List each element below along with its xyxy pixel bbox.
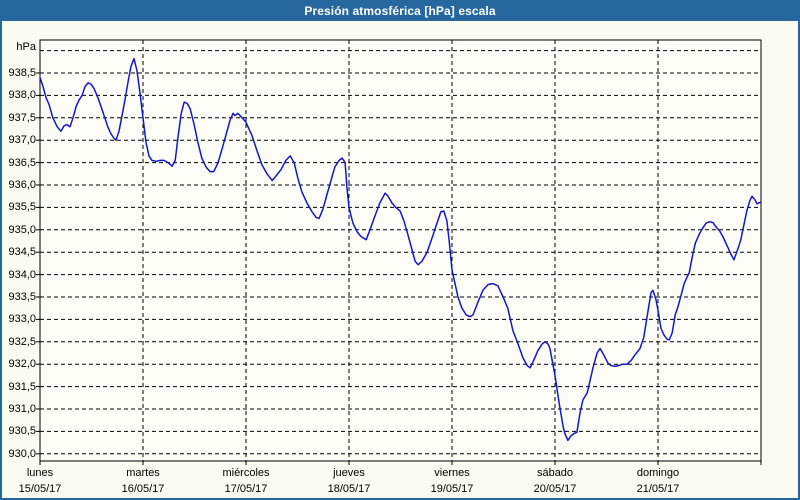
chart-title: Presión atmosférica [hPa] escala xyxy=(304,3,496,18)
x-date-label: 16/05/17 xyxy=(121,483,165,495)
x-date-label: 17/05/17 xyxy=(224,483,268,495)
y-tick-label: 934,0 xyxy=(8,268,36,281)
x-day-label: miércoles xyxy=(222,467,270,479)
y-tick-label: 937,5 xyxy=(8,111,36,124)
y-tick-label: 933,0 xyxy=(8,313,36,326)
y-tick-label: 931,5 xyxy=(8,380,36,393)
title-bar: Presión atmosférica [hPa] escala xyxy=(0,0,800,21)
y-tick-label: 931,0 xyxy=(8,403,36,415)
y-tick-label: 935,5 xyxy=(8,201,36,214)
y-tick-label: 936,5 xyxy=(8,156,36,169)
pressure-line xyxy=(39,57,762,442)
y-tick-label: 930,5 xyxy=(8,425,36,438)
y-tick-label: 932,5 xyxy=(8,335,36,348)
x-day-label: martes xyxy=(126,467,160,479)
y-tick-label: 930,0 xyxy=(8,447,36,460)
x-day-label: domingo xyxy=(636,467,680,479)
x-date-label: 18/05/17 xyxy=(327,483,371,495)
x-day-label: sábado xyxy=(536,467,574,479)
x-day-label: lunes xyxy=(26,467,54,479)
x-date-label: 19/05/17 xyxy=(430,483,474,495)
y-tick-label: 937,0 xyxy=(8,134,36,147)
x-date-label: 21/05/17 xyxy=(636,483,680,495)
y-tick-label: 934,5 xyxy=(8,246,36,259)
plot-border xyxy=(39,39,762,462)
y-axis-unit-label: hPa xyxy=(16,41,36,53)
y-tick-label: 938,5 xyxy=(8,67,36,79)
plot-area xyxy=(40,40,761,461)
y-tick-label: 933,5 xyxy=(8,291,36,303)
y-tick-label: 938,0 xyxy=(8,89,36,102)
x-day-label: viernes xyxy=(434,467,470,479)
y-tick-label: 932,0 xyxy=(8,358,36,371)
x-date-label: 20/05/17 xyxy=(533,483,577,495)
y-tick-label: 936,0 xyxy=(8,179,36,191)
y-tick-label: 935,0 xyxy=(8,223,36,236)
x-date-label: 15/05/17 xyxy=(18,483,62,495)
x-day-label: jueves xyxy=(333,467,365,479)
